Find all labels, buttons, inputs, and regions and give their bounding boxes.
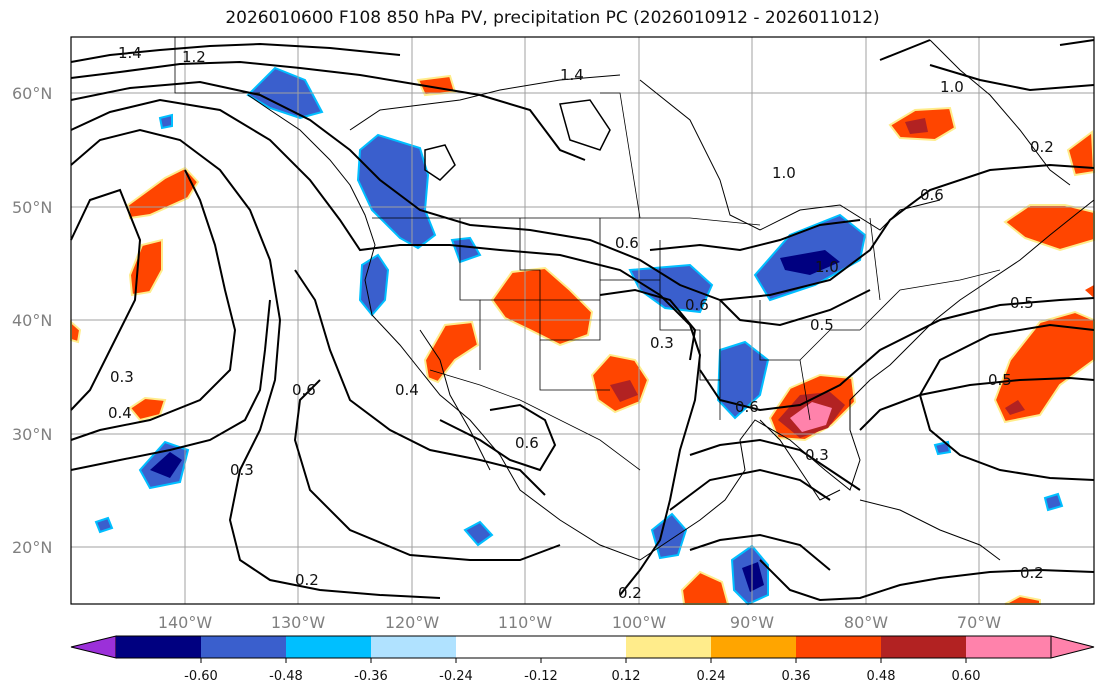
shade-blob: [150, 452, 182, 478]
colorbar-tick-label: 0.60: [952, 669, 981, 684]
shade-blob: [158, 113, 173, 130]
pv-contours: [70, 39, 1095, 602]
shade-blob: [790, 402, 832, 432]
colorbar-tick-label: -0.12: [524, 669, 558, 684]
contour-label: 1.4: [118, 44, 142, 62]
contour-label: 0.2: [1020, 564, 1044, 582]
colorbar-segment: [796, 636, 881, 658]
lon-label: 100°W: [612, 613, 667, 632]
lat-label: 40°N: [12, 311, 52, 330]
shade-blob: [94, 516, 114, 534]
contour-label: 0.3: [110, 368, 134, 386]
colorbar-right-arrow: [1050, 635, 1095, 659]
shade-blob: [450, 236, 482, 264]
colorbar-segment: [711, 636, 796, 658]
contour-label: 0.2: [1030, 138, 1054, 156]
shade-blob: [1005, 400, 1025, 415]
lat-label: 30°N: [12, 425, 52, 444]
shade-blob: [905, 118, 928, 134]
lat-label: 60°N: [12, 84, 52, 103]
contour-label: 0.5: [810, 316, 834, 334]
colorbar-tick-label: 0.12: [612, 669, 641, 684]
shade-blob: [742, 562, 764, 592]
contour-label: 0.2: [295, 571, 319, 589]
graticule: [71, 37, 1094, 604]
contour-label: 0.5: [988, 371, 1012, 389]
colorbar-segment: [541, 636, 626, 658]
colorbar-tick-label: 0.36: [782, 669, 811, 684]
lat-label: 20°N: [12, 538, 52, 557]
lon-label: 130°W: [271, 613, 326, 632]
lon-label: 90°W: [730, 613, 774, 632]
shade-blob: [628, 263, 714, 314]
contour-label: 1.0: [815, 258, 839, 276]
shade-blob: [1085, 285, 1094, 298]
contour-label: 1.0: [940, 78, 964, 96]
shade-blob: [128, 238, 163, 297]
contour-label: 0.6: [515, 434, 539, 452]
shade-blob: [463, 520, 494, 547]
map-title: 2026010600 F108 850 hPa PV, precipitatio…: [225, 8, 880, 28]
contour-label: 0.4: [395, 381, 419, 399]
shade-blob: [128, 396, 167, 422]
colorbar-segment: [626, 636, 711, 658]
lat-label: 50°N: [12, 198, 52, 217]
contour-label-group: 1.4 1.2 1.4 1.0 1.0 0.6 0.5 0.5 0.3 0.4 …: [108, 44, 1054, 602]
lon-label: 80°W: [844, 613, 888, 632]
colorbar-segment: [456, 636, 541, 658]
shade-blob: [423, 320, 480, 384]
contour-label: 0.6: [685, 296, 709, 314]
contour-label: 1.2: [182, 48, 206, 66]
lon-label: 120°W: [385, 613, 440, 632]
shade-blob: [716, 340, 770, 420]
shade-blob: [610, 380, 638, 402]
colorbar-segment: [966, 636, 1051, 658]
colorbar-tick-label: 0.48: [867, 669, 896, 684]
colorbar-tick-label: -0.24: [439, 669, 473, 684]
shade-blob: [126, 166, 200, 220]
contour-label: 0.6: [735, 398, 759, 416]
lon-label: 140°W: [158, 613, 213, 632]
latitude-labels: 60°N 50°N 40°N 30°N 20°N: [12, 84, 52, 557]
colorbar-ticks: [200, 658, 967, 663]
contour-label: 1.0: [772, 164, 796, 182]
contour-label: 0.6: [615, 234, 639, 252]
political-borders: [174, 37, 1001, 471]
shade-blob: [358, 253, 390, 317]
contour-label: 0.5: [1010, 294, 1034, 312]
shade-blob: [1043, 492, 1064, 512]
contour-label: 1.4: [560, 66, 584, 84]
colorbar-segment: [881, 636, 966, 658]
contour-label: 0.4: [108, 404, 132, 422]
colorbar: -0.60 -0.48 -0.36 -0.24 -0.12 0.12 0.24 …: [70, 635, 1095, 684]
colorbar-segment: [286, 636, 371, 658]
colorbar-tick-label: -0.36: [354, 669, 388, 684]
contour-label: 0.3: [650, 334, 674, 352]
shade-blob: [780, 250, 840, 275]
contour-label: 0.6: [920, 186, 944, 204]
contour-label: 0.2: [618, 584, 642, 602]
contour-label: 0.3: [805, 446, 829, 464]
colorbar-left-arrow: [70, 635, 117, 659]
precip-shading: [70, 66, 1096, 606]
shade-blob: [680, 570, 730, 605]
shade-blob: [933, 440, 952, 456]
contour-label: 0.3: [230, 461, 254, 479]
longitude-labels: 140°W 130°W 120°W 110°W 100°W 90°W 80°W …: [158, 613, 1001, 632]
lon-label: 70°W: [957, 613, 1001, 632]
contour-label: 0.6: [292, 381, 316, 399]
colorbar-segment: [371, 636, 456, 658]
colorbar-segment: [116, 636, 201, 658]
colorbar-tick-label: 0.24: [697, 669, 726, 684]
lon-label: 110°W: [498, 613, 553, 632]
colorbar-segment: [201, 636, 286, 658]
map-frame: [70, 36, 1095, 605]
colorbar-tick-label: -0.48: [269, 669, 303, 684]
colorbar-tick-label: -0.60: [184, 669, 218, 684]
